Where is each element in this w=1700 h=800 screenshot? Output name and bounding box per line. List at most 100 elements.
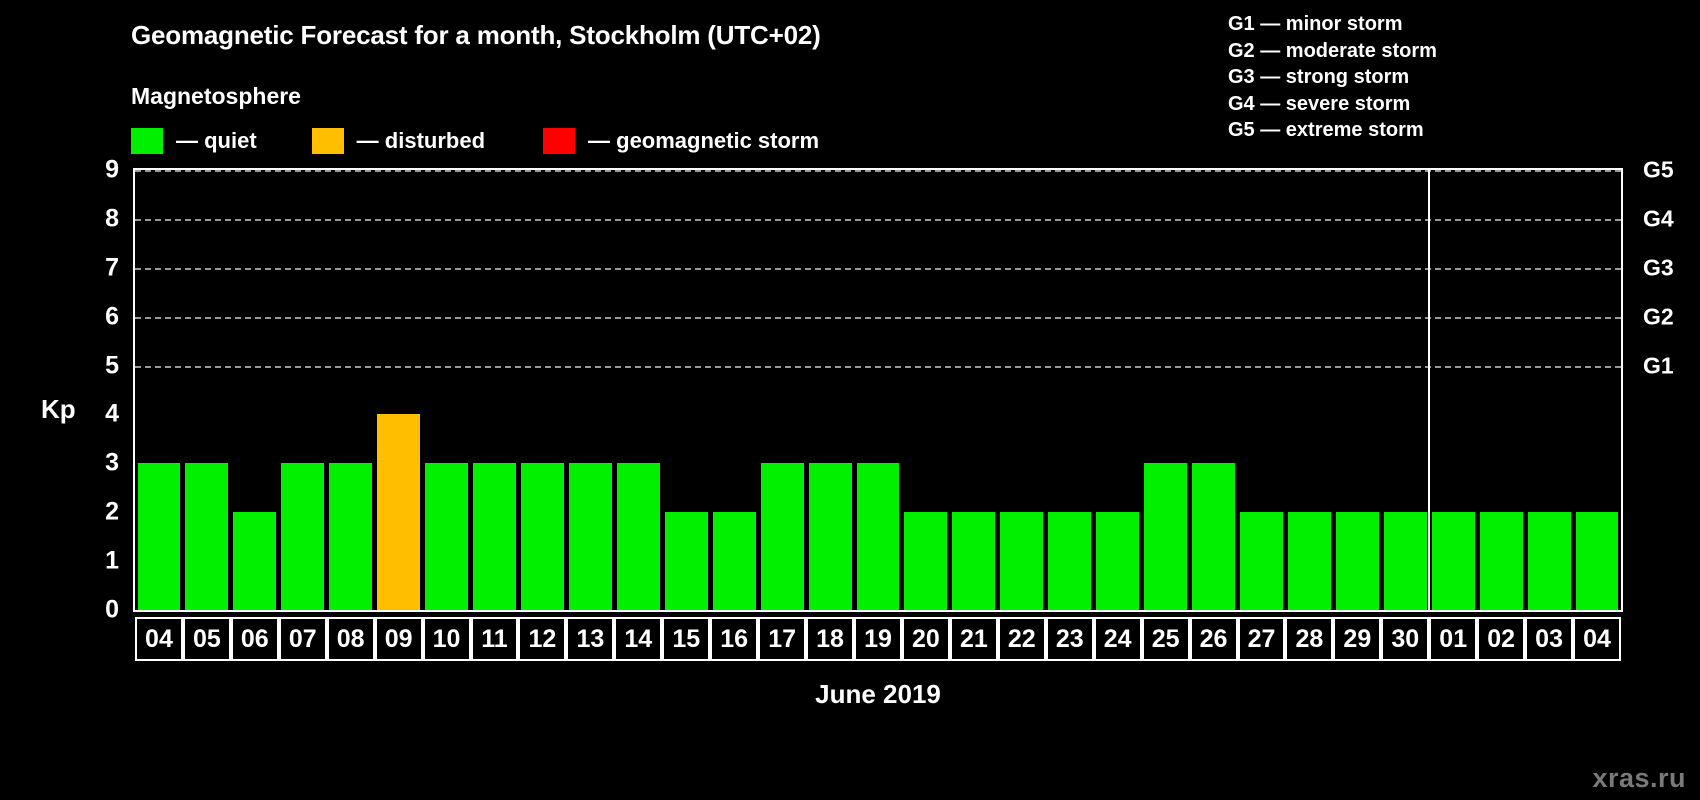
x-axis-date-19-15[interactable]: 19 [854, 617, 902, 661]
bar-12[interactable] [520, 463, 564, 610]
storm-scale-g4: G4 — severe storm [1228, 92, 1411, 115]
bar-17[interactable] [760, 463, 804, 610]
x-axis-date-05-1[interactable]: 05 [182, 617, 231, 661]
y-tick-label-4: 4 [105, 399, 119, 428]
x-axis-date-04-30[interactable]: 04 [1573, 617, 1621, 661]
bar-07[interactable] [281, 463, 325, 610]
storm-scale-g5: G5 — extreme storm [1228, 119, 1424, 141]
bar-11[interactable] [473, 463, 516, 610]
x-axis-date-16-12[interactable]: 16 [710, 617, 759, 661]
legend-label-quiet: — quiet [176, 128, 257, 153]
bar-21[interactable] [952, 512, 996, 610]
gridline-kp-9 [135, 170, 1621, 172]
x-axis-date-07-3[interactable]: 07 [278, 617, 327, 661]
x-axis-date-02-28[interactable]: 02 [1477, 617, 1526, 661]
bar-28[interactable] [1287, 512, 1331, 610]
x-axis-date-03-29[interactable]: 03 [1525, 617, 1574, 661]
x-axis-date-28-24[interactable]: 28 [1285, 617, 1334, 661]
plot-area [133, 168, 1623, 612]
bar-04[interactable] [1575, 512, 1619, 610]
bar-10[interactable] [425, 463, 469, 610]
x-axis-date-12-8[interactable]: 12 [518, 617, 567, 661]
x-axis-date-14-10[interactable]: 14 [614, 617, 663, 661]
legend-item-quiet: — quiet [131, 128, 257, 154]
bar-27[interactable] [1240, 512, 1283, 610]
x-axis-date-25-21[interactable]: 25 [1141, 617, 1190, 661]
legend-item-storm: — geomagnetic storm [543, 128, 819, 154]
x-axis-date-10-6[interactable]: 10 [422, 617, 471, 661]
quiet-color-swatch [131, 128, 163, 154]
bar-23[interactable] [1048, 512, 1092, 610]
bar-19[interactable] [856, 463, 900, 610]
gridline-kp-5 [135, 365, 1621, 368]
storm-scale-legend: G1 — minor storm G2 — moderate storm G3 … [1228, 11, 1437, 144]
y-tick-label-9: 9 [105, 155, 119, 184]
disturbed-color-swatch [311, 128, 344, 154]
x-axis-date-30-26[interactable]: 30 [1381, 617, 1430, 661]
x-axis-date-26-22[interactable]: 26 [1189, 617, 1238, 661]
bar-22[interactable] [1000, 512, 1044, 610]
bar-01[interactable] [1431, 512, 1475, 610]
bar-03[interactable] [1527, 512, 1571, 610]
bar-06[interactable] [233, 512, 277, 610]
gridline-kp-7 [135, 267, 1621, 270]
g-tick-label-g2: G2 [1643, 303, 1674, 330]
bar-30[interactable] [1383, 512, 1427, 610]
legend-label-storm: — geomagnetic storm [588, 128, 820, 153]
bar-02[interactable] [1479, 512, 1523, 610]
x-axis-date-23-19[interactable]: 23 [1045, 617, 1094, 661]
bar-26[interactable] [1192, 463, 1235, 610]
watermark: xras.ru [1592, 763, 1686, 793]
bar-15[interactable] [664, 512, 708, 610]
g-tick-label-g3: G3 [1643, 254, 1674, 281]
bar-14[interactable] [616, 463, 660, 610]
y-tick-label-2: 2 [105, 497, 119, 526]
y-tick-label-0: 0 [105, 595, 119, 624]
x-axis-date-15-11[interactable]: 15 [662, 617, 711, 661]
g-tick-label-g5: G5 [1643, 156, 1674, 183]
y-axis-title: Kp [41, 394, 76, 424]
bar-05[interactable] [185, 463, 229, 610]
x-axis-date-04-0[interactable]: 04 [135, 617, 183, 661]
x-axis-title-wrap: June 2019 [133, 679, 1623, 710]
x-axis-date-08-4[interactable]: 08 [326, 617, 375, 661]
bar-series [135, 170, 1621, 610]
bar-20[interactable] [904, 512, 948, 610]
x-axis-date-labels: 04 05 06 07 08 09 10 11 12 13 14 15 16 17 18 19 20 21 22 23… [133, 617, 1623, 661]
y-tick-label-1: 1 [105, 546, 119, 575]
x-axis-date-18-14[interactable]: 18 [806, 617, 855, 661]
x-axis-date-22-18[interactable]: 22 [997, 617, 1046, 661]
gridline-kp-8 [135, 218, 1621, 221]
x-axis-date-20-16[interactable]: 20 [901, 617, 950, 661]
x-axis-date-06-2[interactable]: 06 [230, 617, 279, 661]
bar-04[interactable] [137, 463, 181, 610]
x-axis-date-24-20[interactable]: 24 [1093, 617, 1142, 661]
storm-scale-g1: G1 — minor storm [1228, 13, 1403, 35]
legend-label-disturbed: — disturbed [356, 128, 486, 153]
chart-subtitle: Magnetosphere [131, 83, 301, 109]
y-tick-label-7: 7 [105, 253, 119, 282]
legend-item-disturbed: — disturbed [311, 128, 486, 154]
x-axis-date-29-25[interactable]: 29 [1333, 617, 1382, 661]
x-axis-date-17-13[interactable]: 17 [758, 617, 807, 661]
bar-25[interactable] [1144, 463, 1188, 610]
x-axis-date-27-23[interactable]: 27 [1237, 617, 1286, 661]
bar-08[interactable] [329, 463, 373, 610]
bar-18[interactable] [808, 463, 852, 610]
bar-29[interactable] [1335, 512, 1379, 610]
y-tick-label-6: 6 [105, 302, 119, 331]
gridlines [135, 170, 1621, 610]
bar-13[interactable] [568, 463, 612, 610]
g-tick-label-g1: G1 [1643, 352, 1674, 379]
x-axis-date-09-5[interactable]: 09 [374, 617, 423, 661]
storm-color-swatch [543, 128, 576, 154]
bar-09[interactable] [377, 414, 421, 610]
x-axis-date-11-7[interactable]: 11 [470, 617, 519, 661]
bar-24[interactable] [1096, 512, 1140, 610]
x-axis-date-21-17[interactable]: 21 [949, 617, 998, 661]
y-tick-label-3: 3 [105, 448, 119, 477]
x-axis-date-13-9[interactable]: 13 [566, 617, 615, 661]
x-axis-date-01-27[interactable]: 01 [1429, 617, 1478, 661]
bar-16[interactable] [712, 512, 756, 610]
